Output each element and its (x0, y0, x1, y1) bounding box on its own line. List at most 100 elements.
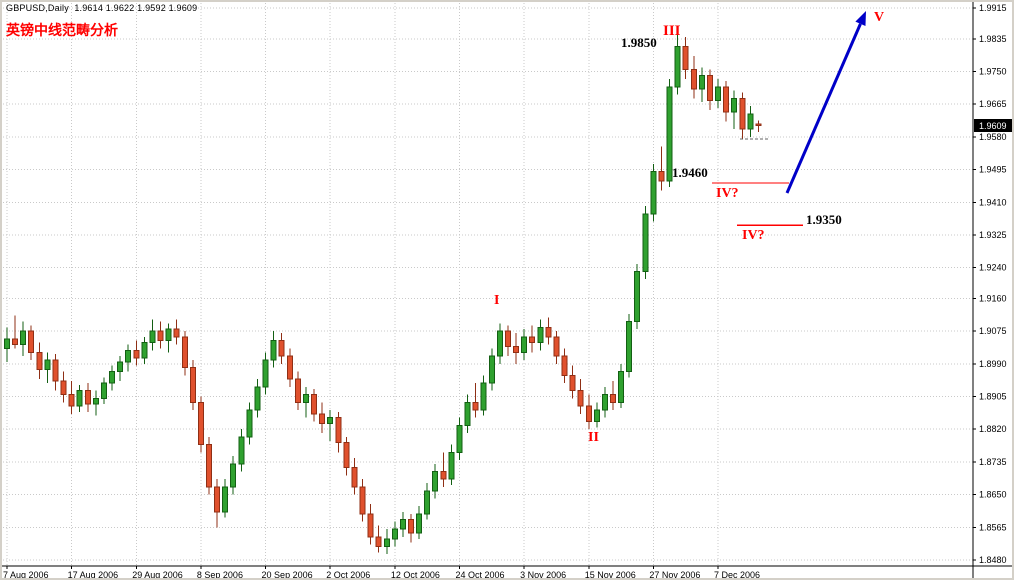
candle-body (561, 355, 568, 376)
candle-body (246, 409, 253, 438)
candle-body (76, 390, 83, 407)
candle-body (529, 336, 536, 344)
candle (755, 120, 762, 133)
price-axis[interactable] (974, 0, 1014, 580)
wave-4b-label[interactable]: IV? (742, 228, 765, 243)
price-tick-label: 1.9915 (979, 3, 1007, 13)
candle-body (424, 490, 431, 515)
price-19350-label[interactable]: 1.9350 (806, 212, 842, 227)
candle (715, 79, 722, 109)
candle-body (626, 321, 633, 373)
candle (375, 525, 382, 553)
candle (472, 383, 479, 418)
date-tick-label: 15 Nov 2006 (585, 570, 636, 580)
candle-body (504, 330, 511, 348)
candle-body (189, 367, 196, 403)
candle-body (165, 328, 172, 342)
candle-body (666, 86, 673, 182)
wave-5-label[interactable]: V (874, 10, 884, 25)
candle-body (690, 69, 697, 90)
candle-body (674, 45, 681, 88)
candle-body (706, 74, 713, 101)
candle-body (173, 328, 180, 338)
price-tick-label: 1.8735 (979, 457, 1007, 467)
candle-body (270, 340, 277, 361)
date-tick-label: 20 Sep 2006 (262, 570, 313, 580)
wave-3-label[interactable]: III (663, 23, 681, 39)
candle-body (44, 359, 51, 371)
candle (165, 323, 172, 353)
wave-4a-label[interactable]: IV? (716, 186, 739, 201)
candle (254, 379, 261, 418)
candle (658, 146, 665, 191)
candle-body (92, 397, 99, 405)
date-tick-labels: 7 Aug 2006 17 Aug 2006 29 Aug 2006 8 Sep 20… (3, 566, 760, 580)
arrow-head (855, 11, 866, 27)
candle (690, 56, 697, 99)
candle (44, 352, 51, 384)
candle-body (28, 330, 35, 353)
candle-body (698, 74, 705, 90)
candle-body (391, 528, 398, 540)
date-tick-label: 24 Oct 2006 (455, 570, 504, 580)
candle (230, 456, 237, 495)
candle (464, 394, 471, 434)
candle-body (286, 355, 293, 380)
candle (537, 319, 544, 351)
candle (367, 504, 374, 545)
price-tick-label: 1.8820 (979, 424, 1007, 434)
candle (488, 348, 495, 391)
candle-body (351, 467, 358, 488)
candle (302, 386, 309, 418)
date-axis[interactable] (0, 567, 1014, 580)
price-tick-label: 1.9835 (979, 34, 1007, 44)
candle-body (254, 386, 261, 411)
candles-series (4, 33, 762, 555)
price-tick-label: 1.9075 (979, 326, 1007, 336)
candle (125, 344, 132, 372)
candle-body (319, 413, 326, 424)
candle-body (141, 342, 148, 359)
candle-body (513, 346, 520, 353)
candle (642, 206, 649, 280)
candle (311, 388, 318, 422)
candle (262, 352, 269, 395)
candle-body (206, 444, 212, 488)
candle-body (335, 417, 342, 444)
candle-body (448, 451, 455, 480)
date-tick-label: 3 Nov 2006 (520, 570, 566, 580)
candle (319, 402, 326, 434)
candle-body (731, 97, 738, 113)
candle-body (601, 394, 608, 411)
price-tick-label: 1.8650 (979, 490, 1007, 500)
candle (173, 319, 180, 345)
candle-body (682, 45, 689, 71)
price-tick-label: 1.8565 (979, 522, 1007, 532)
price-19460-label[interactable]: 1.9460 (672, 165, 708, 180)
candle (343, 436, 350, 476)
wave-2-label[interactable]: II (588, 430, 599, 445)
candle-body (302, 394, 309, 403)
candle (504, 325, 511, 357)
price-19850-label[interactable]: 1.9850 (621, 35, 657, 50)
projection-arrow[interactable] (785, 11, 866, 194)
wave-1-label[interactable]: I (494, 293, 499, 308)
candle-body (60, 380, 67, 396)
candle (513, 333, 520, 364)
date-tick-label: 2 Oct 2006 (326, 570, 370, 580)
price-tick-labels: 1.9915 1.9835 1.9750 1.9665 1.9580 1.9495 1.94… (973, 3, 1007, 565)
candle-body (553, 336, 560, 357)
candle (585, 394, 592, 430)
date-tick-label: 7 Dec 2006 (714, 570, 760, 580)
candle (545, 317, 552, 345)
candle-body (723, 86, 730, 113)
price-tick-label: 1.8480 (979, 555, 1007, 565)
candle (626, 313, 633, 378)
candle-body (68, 394, 75, 407)
candle (76, 384, 83, 412)
candle (100, 377, 107, 405)
arrow-shaft (785, 23, 862, 194)
date-tick-label: 29 Aug 2006 (132, 570, 183, 580)
candle-body (375, 536, 382, 548)
